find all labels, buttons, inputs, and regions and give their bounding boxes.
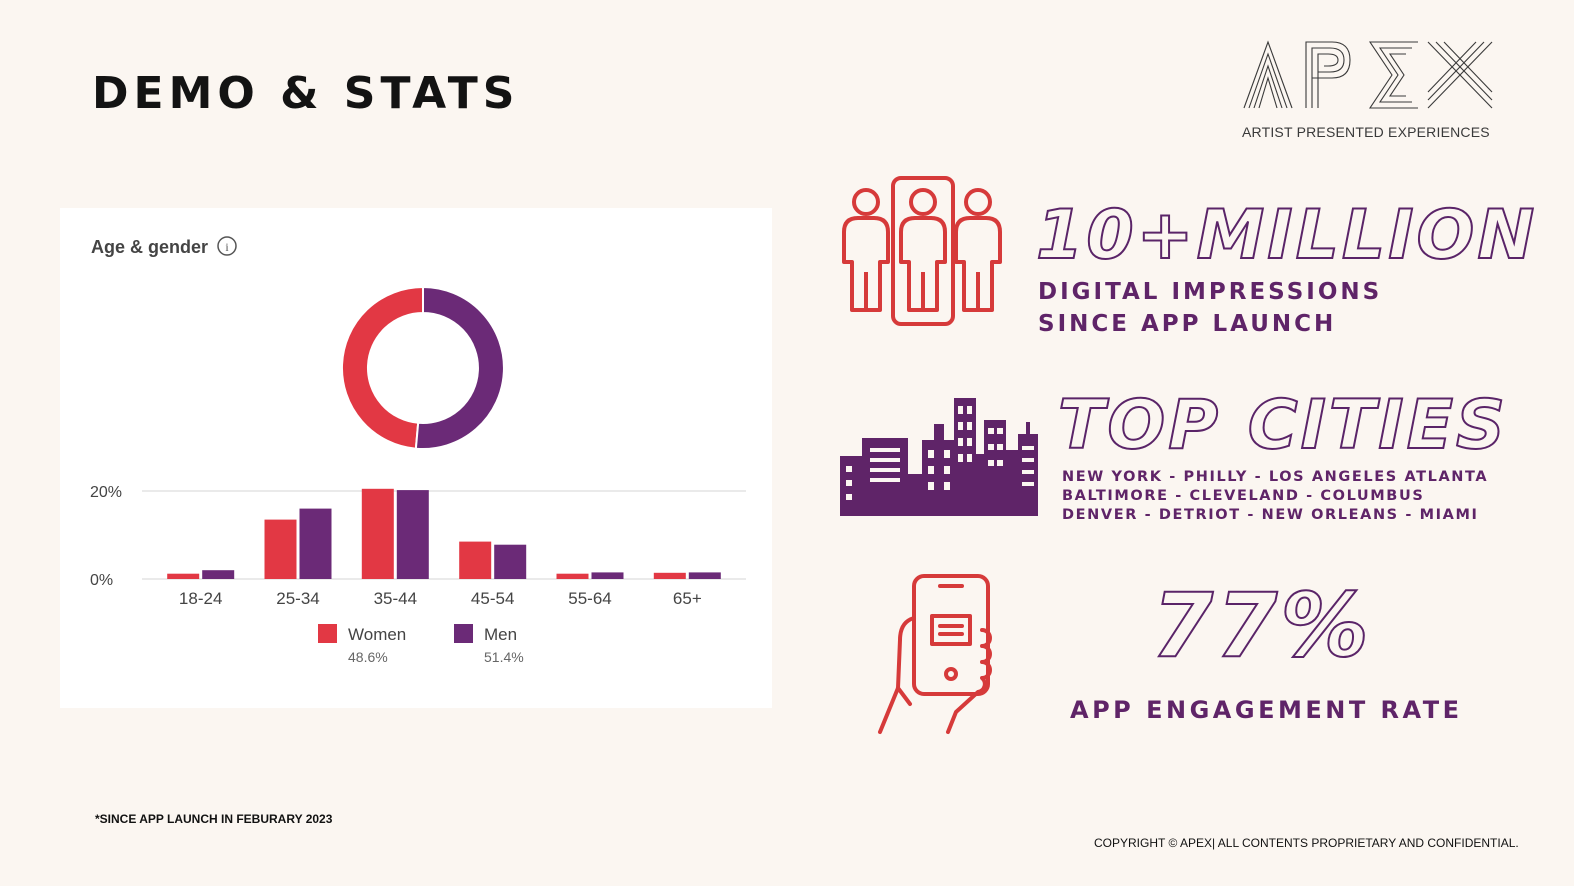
x-tick-label: 45-54 (471, 589, 514, 608)
bar-men-18-24 (202, 570, 235, 579)
gender-donut (340, 285, 505, 450)
impressions-line-2: SINCE APP LAUNCH (1038, 311, 1337, 337)
age-gender-chart: Age & gender i 0% 20% 18-24 25-34 35-44 45-5… (90, 236, 746, 665)
bar-women-18-24 (167, 573, 200, 579)
bar-women-65+ (653, 572, 686, 579)
info-icon[interactable]: i (217, 236, 237, 256)
legend-swatch-men (454, 624, 473, 643)
impressions-headline: 10+MILLION (1035, 195, 1538, 276)
legend-label-women: Women (348, 625, 406, 644)
bar-men-25-34 (299, 508, 332, 579)
footnote: *SINCE APP LAUNCH IN FEBURARY 2023 (95, 812, 333, 826)
logo-tagline: ARTIST PRESENTED EXPERIENCES (1242, 124, 1490, 140)
chart-legend: Women 48.6% Men 51.4% (318, 624, 524, 665)
apex-logo (1243, 40, 1493, 109)
x-tick-label: 25-34 (276, 589, 319, 608)
bar-men-45-54 (494, 544, 527, 579)
y-tick-label: 20% (90, 484, 122, 501)
donut-slice-men (414, 285, 505, 450)
bar-men-65+ (688, 572, 721, 579)
bar-women-55-64 (556, 573, 589, 579)
engagement-label: APP ENGAGEMENT RATE (1070, 696, 1463, 724)
age-gender-chart-card: Age & gender i 0% 20% 18-24 25-34 35-44 45-5… (60, 208, 772, 708)
x-tick-label: 55-64 (568, 589, 611, 608)
cities-line-1: NEW YORK - PHILLY - LOS ANGELES ATLANTA (1062, 469, 1489, 485)
phone-in-hand-icon (878, 574, 992, 734)
people-group-icon (842, 176, 1002, 326)
bar-men-55-64 (591, 572, 624, 579)
legend-share-women: 48.6% (348, 649, 388, 665)
city-skyline-icon (840, 398, 1038, 516)
bar-men-35-44 (396, 490, 429, 579)
cities-line-3: DENVER - DETRIOT - NEW ORLEANS - MIAMI (1062, 507, 1479, 523)
legend-swatch-women (318, 624, 337, 643)
cities-headline: TOP CITIES (1057, 385, 1509, 466)
x-tick-label: 65+ (673, 589, 702, 608)
engagement-headline: 77% (1151, 573, 1372, 678)
legend-share-men: 51.4% (484, 649, 524, 665)
bar-women-45-54 (459, 541, 492, 579)
legend-label-men: Men (484, 625, 517, 644)
x-tick-label: 18-24 (179, 589, 222, 608)
chart-title: Age & gender (91, 237, 208, 257)
page-title: DEMO & STATS (92, 68, 520, 119)
x-tick-label: 35-44 (374, 589, 417, 608)
donut-slice-women (340, 285, 424, 450)
bar-women-25-34 (264, 519, 297, 579)
bar-women-35-44 (361, 488, 394, 579)
copyright: COPYRIGHT © APEX| ALL CONTENTS PROPRIETA… (1094, 836, 1519, 850)
cities-line-2: BALTIMORE - CLEVELAND - COLUMBUS (1062, 488, 1425, 504)
impressions-line-1: DIGITAL IMPRESSIONS (1038, 279, 1383, 305)
y-tick-label: 0% (90, 572, 113, 589)
svg-text:i: i (225, 240, 229, 254)
